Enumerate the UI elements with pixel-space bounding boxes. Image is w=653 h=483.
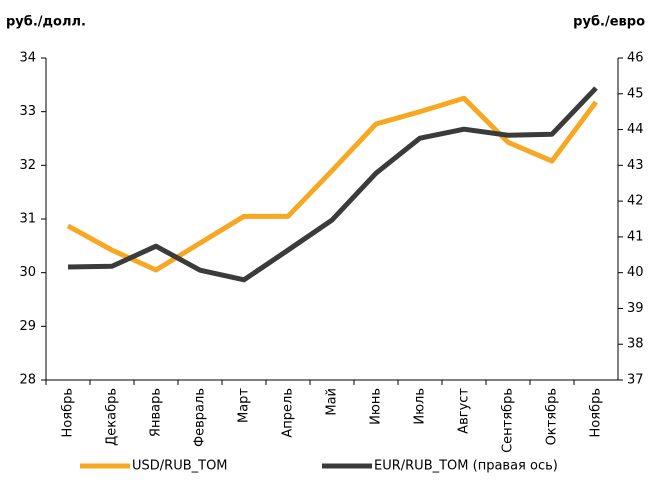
y2-tick-label: 40 [627,265,644,280]
y2-tick-label: 46 [627,51,644,66]
y-tick-label: 34 [19,51,36,66]
y-tick-label: 29 [19,319,36,334]
series-line [67,86,598,283]
x-tick-label: Ноябрь [61,388,76,437]
x-tick-label: Октябрь [545,388,560,445]
x-tick-label: Ноябрь [589,388,604,437]
y2-tick-label: 45 [627,86,644,101]
y2-tick-label: 37 [627,373,644,388]
x-tick-label: Декабрь [105,388,120,446]
y2-tick-label: 44 [627,122,644,137]
legend-label: USD/RUB_TOM [132,459,228,474]
y2-tick-label: 41 [627,229,644,244]
legend-label: EUR/RUB_TOM (правая ось) [374,459,558,474]
y-tick-label: 32 [19,158,36,173]
x-tick-label: Апрель [281,388,296,438]
y2-axis-label: руб./евро [573,15,645,30]
x-tick-label: Февраль [193,388,208,447]
y-tick-label: 30 [19,265,36,280]
x-tick-label: Март [237,388,252,423]
y2-tick-label: 42 [627,194,644,209]
x-tick-label: Июнь [369,388,384,425]
y-tick-label: 31 [19,212,36,227]
y2-tick-label: 39 [627,301,644,316]
y2-tick-label: 43 [627,158,644,173]
y-tick-label: 33 [19,104,36,119]
series-line [66,95,599,273]
x-tick-label: Сентябрь [501,388,516,453]
x-tick-label: Август [457,388,472,434]
x-tick-label: Январь [149,388,164,437]
y-tick-label: 28 [19,373,36,388]
y-axis-label: руб./долл. [6,15,86,30]
y2-tick-label: 38 [627,337,644,352]
x-tick-label: Июль [413,388,428,425]
x-tick-label: Май [325,388,340,416]
